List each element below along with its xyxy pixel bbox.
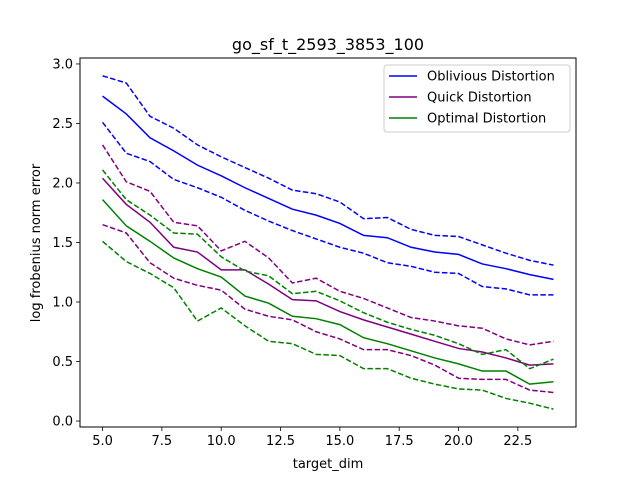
x-axis: 5.0 7.5 10.0 12.5 15.0 17.5 20.0 22.5: [92, 427, 532, 449]
legend: Oblivious Distortion Quick Distortion Opti…: [383, 64, 571, 133]
oblivious-distortion-line: [102, 95, 554, 281]
quick-distortion-lower-bound-line: [102, 223, 554, 394]
x-tick-label: 22.5: [503, 434, 532, 449]
y-tick-label: 2.5: [52, 117, 73, 132]
legend-label-quick-distortion: Quick Distortion: [427, 91, 532, 106]
y-tick-label: 3.0: [52, 57, 73, 72]
x-tick-label: 20.0: [444, 434, 473, 449]
oblivious-distortion-lower-bound-line: [101, 121, 554, 296]
legend-box: [383, 64, 571, 133]
chart-title: go_sf_t_2593_3853_100: [232, 35, 424, 55]
quick-distortion-line: [101, 177, 554, 366]
legend-label-oblivious-distortion: Oblivious Distortion: [427, 70, 555, 85]
optimal-distortion-lower-bound-line: [102, 240, 554, 410]
x-tick-label: 17.5: [385, 434, 414, 449]
y-tick-label: 0.5: [52, 355, 73, 370]
optimal-distortion-line: [101, 199, 554, 385]
y-tick-label: 2.0: [52, 176, 73, 191]
quick-distortion-upper-bound-line: [101, 144, 554, 346]
x-tick-label: 7.5: [152, 434, 173, 449]
oblivious-distortion-upper-bound-line: [102, 75, 554, 266]
x-tick-label: 10.0: [207, 434, 236, 449]
y-axis-label: log frobenius norm error: [29, 163, 44, 322]
y-tick-label: 0.0: [52, 415, 73, 430]
legend-label-optimal-distortion: Optimal Distortion: [427, 112, 546, 127]
x-tick-label: 15.0: [325, 434, 354, 449]
plot-series: [101, 75, 554, 410]
y-tick-label: 1.0: [52, 296, 73, 311]
y-axis: 0.0 0.5 1.0 1.5 2.0 2.5 3.0: [52, 57, 80, 430]
y-tick-label: 1.5: [52, 236, 73, 251]
x-tick-label: 12.5: [266, 434, 295, 449]
optimal-distortion-upper-bound-line: [101, 169, 554, 370]
x-tick-label: 5.0: [92, 434, 113, 449]
x-axis-label: target_dim: [293, 457, 364, 472]
